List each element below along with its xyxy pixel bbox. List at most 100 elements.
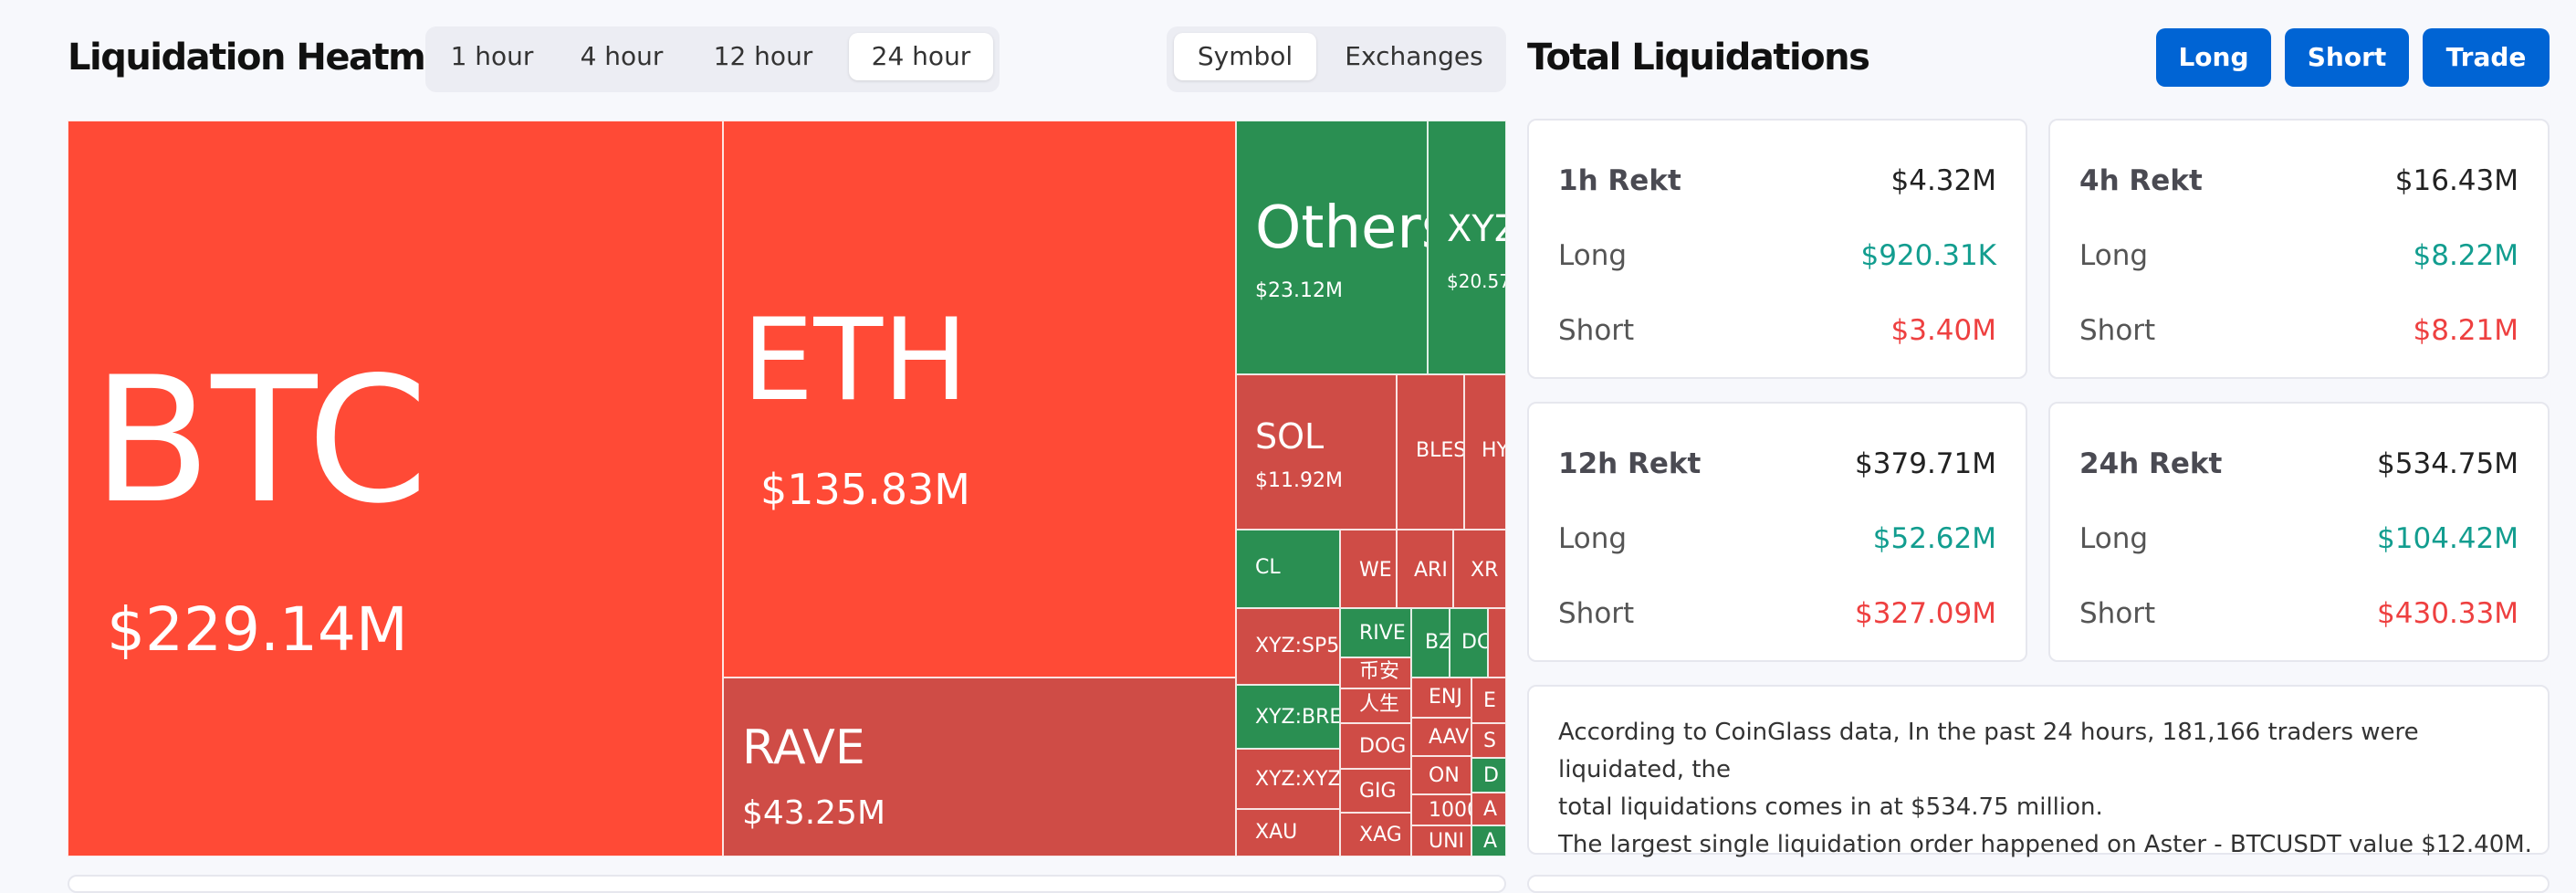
short-value: $327.09M <box>1855 597 1996 630</box>
period-label: 24h Rekt <box>2079 447 2223 480</box>
period-label: 12h Rekt <box>1558 447 1702 480</box>
tile-uni[interactable]: UNI <box>1411 825 1471 856</box>
tile-btc[interactable]: BTC $229.14M <box>68 121 723 856</box>
long-label: Long <box>2079 239 2149 272</box>
long-value: $8.22M <box>2413 239 2519 272</box>
period-label: 4h Rekt <box>2079 164 2203 197</box>
tab-24-hour[interactable]: 24 hour <box>849 33 993 80</box>
long-row: Long $8.22M <box>2079 239 2518 276</box>
tile-dc[interactable]: DC <box>1450 608 1488 678</box>
tile-ari[interactable]: ARI <box>1397 530 1453 608</box>
short-row: Short $3.40M <box>1558 314 1996 351</box>
tile-symbol: CL <box>1255 556 1281 579</box>
lower-panel-left <box>68 875 1506 893</box>
tile-cl[interactable]: CL <box>1236 530 1340 608</box>
tile-eth[interactable]: ETH $135.83M <box>723 121 1236 678</box>
tile-symbol: A <box>1483 798 1498 821</box>
long-value: $920.31K <box>1860 239 1996 272</box>
total-value: $379.71M <box>1855 447 1996 480</box>
tile-xau[interactable]: XAU <box>1236 809 1340 856</box>
tile-value: $43.25M <box>742 794 886 832</box>
tile-bz[interactable]: BZ <box>1411 608 1450 678</box>
long-button[interactable]: Long <box>2156 28 2271 87</box>
tile-xyz-xyz[interactable]: XYZ:XYZ <box>1236 749 1340 809</box>
tile-a-red[interactable]: A <box>1471 793 1506 825</box>
tab-symbol[interactable]: Symbol <box>1174 33 1316 80</box>
tile-xyz[interactable]: XYZ $20.57 <box>1428 121 1506 374</box>
trade-button[interactable]: Trade <box>2423 28 2550 87</box>
long-row: Long $52.62M <box>1558 522 1996 559</box>
rekt-card-12h: 12h Rekt $379.71M Long $52.62M Short $32… <box>1527 402 2027 662</box>
tile-dog[interactable]: DOG <box>1340 723 1411 769</box>
short-row: Short $327.09M <box>1558 597 1996 634</box>
tile-a-green[interactable]: A <box>1471 825 1506 856</box>
tile-symbol: 人生 <box>1359 693 1400 716</box>
liquidation-summary-card: According to CoinGlass data, In the past… <box>1527 685 2550 858</box>
tile-xyz-bre[interactable]: XYZ:BRE <box>1236 685 1340 749</box>
tile-unlabeled[interactable] <box>1488 608 1506 678</box>
tile-symbol: ARI <box>1414 559 1448 582</box>
tile-symbol: UNI <box>1429 830 1465 853</box>
timeframe-selector: 1 hour 4 hour 12 hour 24 hour <box>425 26 1000 92</box>
tile-symbol: RIVE <box>1359 622 1406 645</box>
tile-rive[interactable]: RIVE <box>1340 608 1411 657</box>
tile-life-cn[interactable]: 人生 <box>1340 688 1411 723</box>
tab-1-hour[interactable]: 1 hour <box>450 41 534 71</box>
lower-panel-right <box>1527 875 2550 893</box>
liquidation-summary-text: According to CoinGlass data, In the past… <box>1558 714 2544 864</box>
tile-symbol: WE <box>1359 559 1392 582</box>
tile-aav[interactable]: AAV <box>1411 718 1471 756</box>
tab-12-hour[interactable]: 12 hour <box>713 41 813 71</box>
tile-symbol: RAVE <box>742 720 865 775</box>
tile-e[interactable]: E <box>1471 678 1506 723</box>
summary-line: According to CoinGlass data, In the past… <box>1558 719 2419 783</box>
tile-hy[interactable]: HY <box>1464 374 1506 530</box>
tile-s[interactable]: S <box>1471 723 1506 758</box>
tab-exchanges[interactable]: Exchanges <box>1345 41 1483 71</box>
short-label: Short <box>1558 597 1635 630</box>
rekt-total-row: 24h Rekt $534.75M <box>2079 447 2518 484</box>
short-row: Short $8.21M <box>2079 314 2518 351</box>
rekt-card-1h: 1h Rekt $4.32M Long $920.31K Short $3.40… <box>1527 119 2027 379</box>
tile-symbol: AAV <box>1429 726 1470 749</box>
tile-symbol: 币安 <box>1359 660 1400 683</box>
heatmap-title: Liquidation Heatmap <box>68 37 474 79</box>
tile-symbol: BTC <box>92 340 428 541</box>
tile-binance-cn[interactable]: 币安 <box>1340 657 1411 688</box>
short-value: $430.33M <box>2377 597 2518 630</box>
tile-value: $20.57 <box>1447 270 1506 292</box>
tile-symbol: HY <box>1482 439 1506 462</box>
short-value: $3.40M <box>1890 314 1997 347</box>
summary-line: total liquidations comes in at $534.75 m… <box>1558 793 2103 821</box>
tile-on[interactable]: ON <box>1411 756 1471 794</box>
tile-rave[interactable]: RAVE $43.25M <box>723 678 1236 856</box>
tab-4-hour[interactable]: 4 hour <box>580 41 664 71</box>
tile-symbol: SOL <box>1255 416 1325 457</box>
short-value: $8.21M <box>2413 314 2519 347</box>
tile-gig[interactable]: GIG <box>1340 769 1411 813</box>
tile-enj[interactable]: ENJ <box>1411 678 1471 718</box>
tile-symbol: ENJ <box>1429 686 1462 709</box>
tile-sol[interactable]: SOL $11.92M <box>1236 374 1397 530</box>
tile-symbol: BLES <box>1416 439 1464 462</box>
tile-d[interactable]: D <box>1471 758 1506 793</box>
tile-symbol: DOG <box>1359 735 1407 758</box>
tile-xyz-sp5[interactable]: XYZ:SP5 <box>1236 608 1340 685</box>
tile-xag[interactable]: XAG <box>1340 813 1411 856</box>
long-label: Long <box>2079 522 2149 555</box>
tile-symbol: BZ <box>1425 631 1449 654</box>
rekt-card-4h: 4h Rekt $16.43M Long $8.22M Short $8.21M <box>2048 119 2550 379</box>
total-value: $4.32M <box>1890 164 1997 197</box>
tile-others[interactable]: Others $23.12M <box>1236 121 1428 374</box>
tile-1000[interactable]: 1000 <box>1411 794 1471 825</box>
rekt-total-row: 1h Rekt $4.32M <box>1558 164 1996 201</box>
short-label: Short <box>1558 314 1635 347</box>
tile-we[interactable]: WE <box>1340 530 1397 608</box>
tile-value: $135.83M <box>760 465 970 514</box>
short-label: Short <box>2079 314 2156 347</box>
short-button[interactable]: Short <box>2285 28 2409 87</box>
tile-symbol: XYZ:SP5 <box>1255 635 1340 657</box>
tile-xr[interactable]: XR <box>1453 530 1506 608</box>
tile-symbol: A <box>1483 830 1498 853</box>
tile-bles[interactable]: BLES <box>1397 374 1464 530</box>
